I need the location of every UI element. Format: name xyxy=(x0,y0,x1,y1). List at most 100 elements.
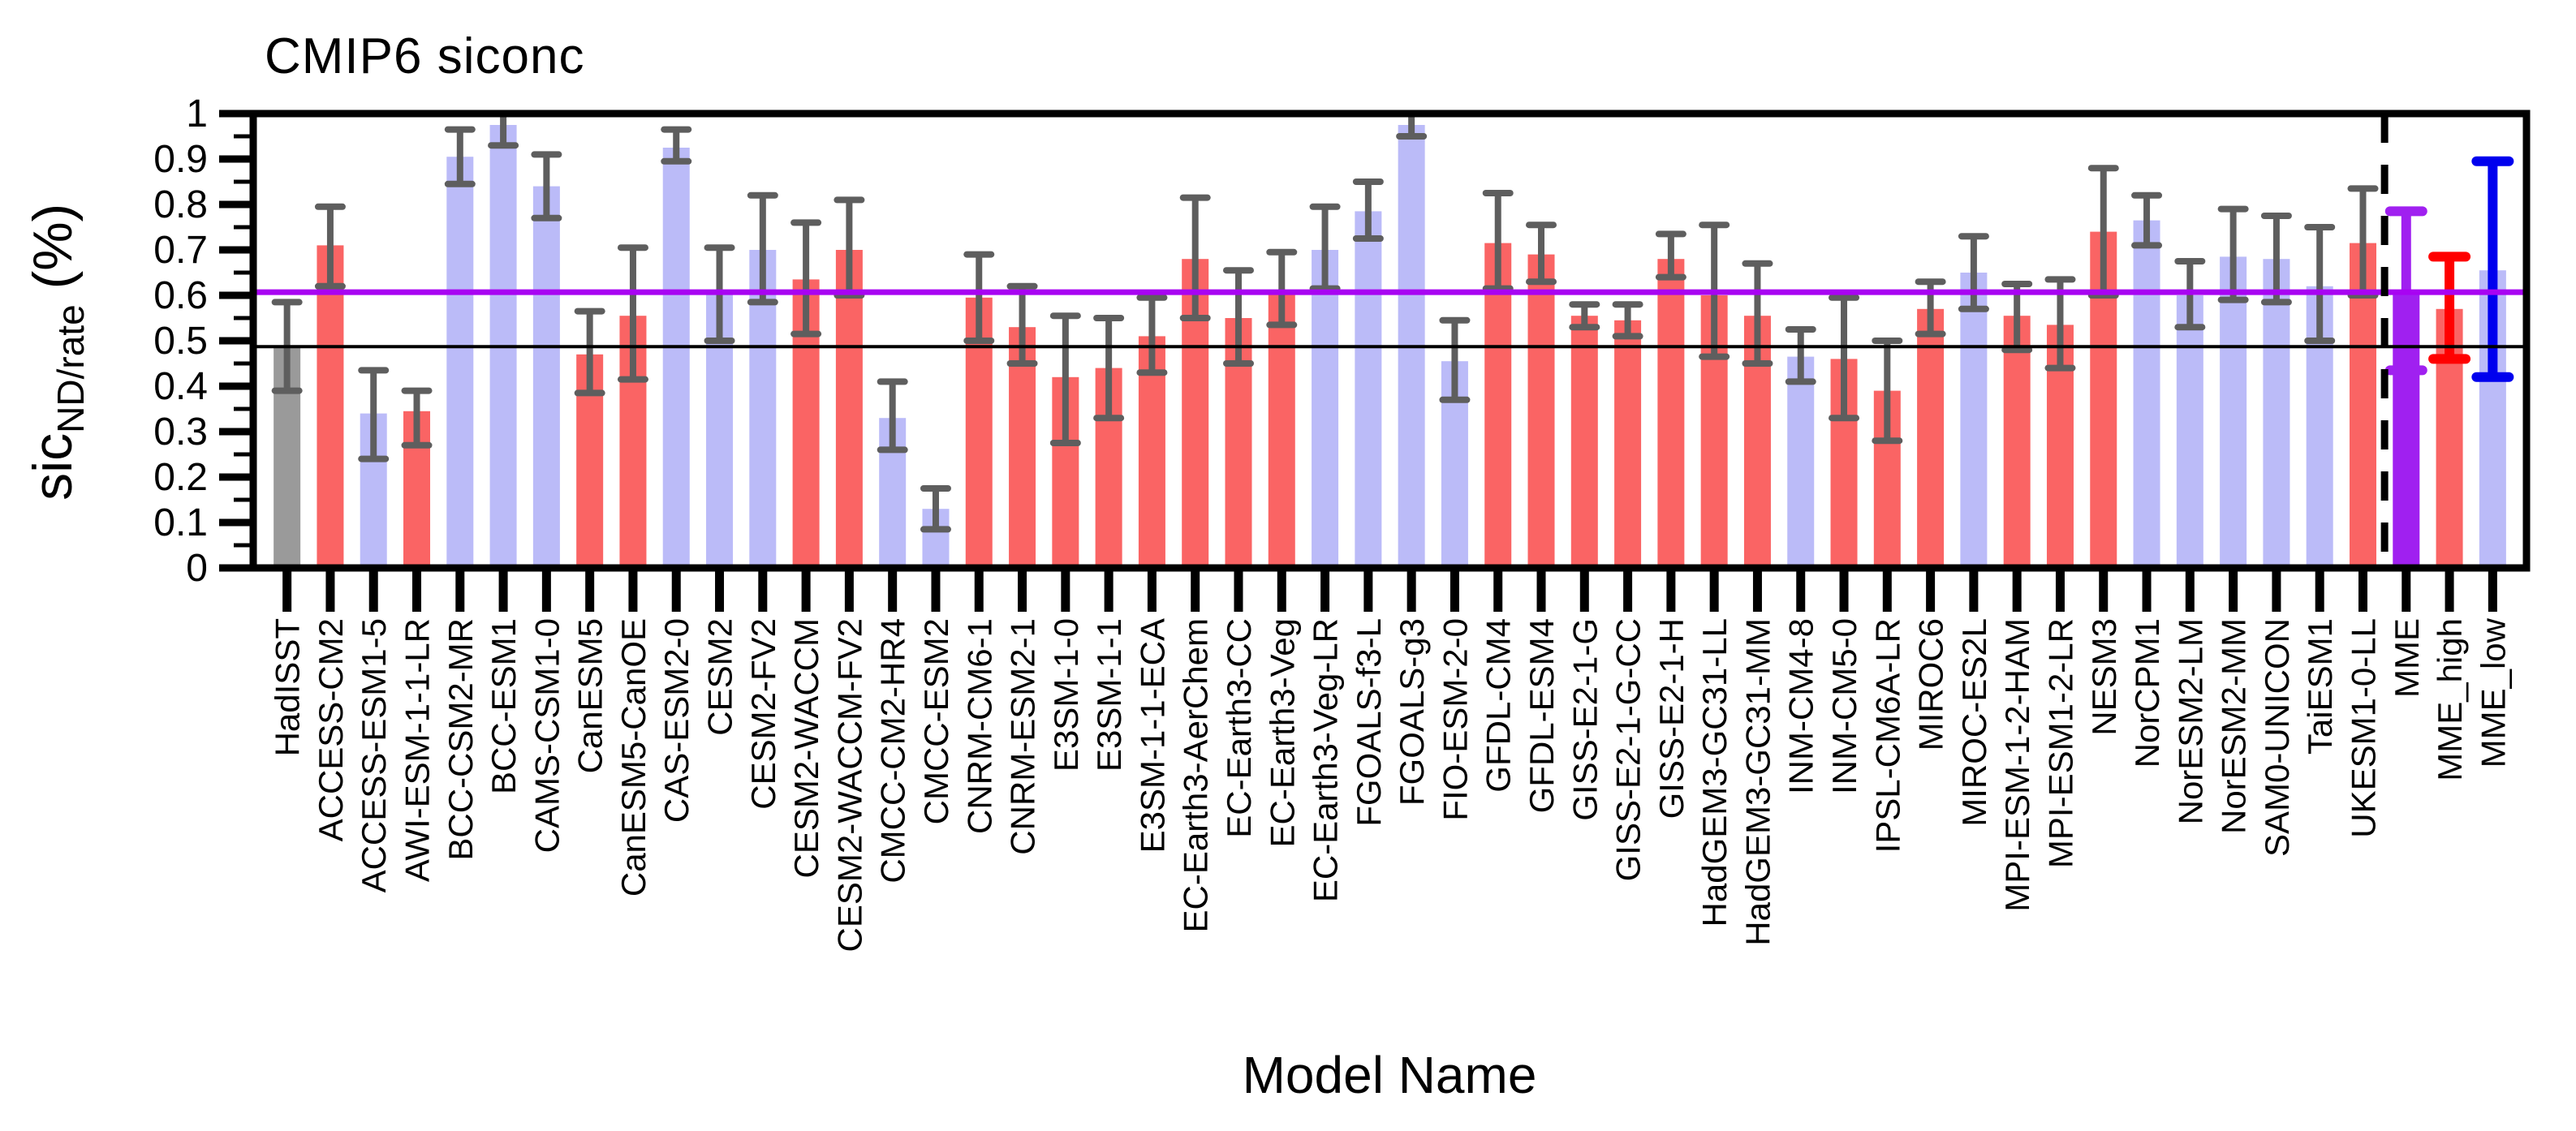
bar-FGOALS-f3-L xyxy=(1355,211,1382,568)
x-label-INM-CM4-8: INM-CM4-8 xyxy=(1782,618,1820,794)
x-label-NorESM2-MM: NorESM2-MM xyxy=(2215,618,2253,834)
error-bar-GFDL-ESM4 xyxy=(1526,221,1557,286)
error-bar-BCC-ESM1 xyxy=(488,114,519,149)
error-bar-TaiESM1 xyxy=(2304,224,2336,344)
error-bar-MME_high xyxy=(2428,252,2471,364)
bar-MIROC6 xyxy=(1917,308,1945,568)
error-bar-EC-Earth3-AerChem xyxy=(1179,194,1211,321)
error-bar-CAS-ESM2-0 xyxy=(661,126,692,165)
error-bar-CNRM-CM6-1 xyxy=(963,251,995,344)
bar-ACCESS-CM2 xyxy=(317,245,344,568)
x-label-GISS-E2-1-G: GISS-E2-1-G xyxy=(1566,618,1604,821)
error-bar-CanESM5 xyxy=(574,307,605,397)
x-label-E3SM-1-1: E3SM-1-1 xyxy=(1090,618,1128,772)
error-bar-SAM0-UNICON xyxy=(2260,213,2292,306)
x-label-GFDL-CM4: GFDL-CM4 xyxy=(1480,618,1518,793)
bar-NorCPM1 xyxy=(2133,220,2160,568)
error-bar-UKESM1-0-LL xyxy=(2347,185,2379,299)
bar-GISS-E2-1-G xyxy=(1570,316,1598,568)
bar-EC-Earth3-Veg-LR xyxy=(1312,250,1339,568)
x-label-CAMS-CSM1-0: CAMS-CSM1-0 xyxy=(528,618,566,853)
bar-CAS-ESM2-0 xyxy=(662,148,690,568)
x-label-EC-Earth3-Veg: EC-Earth3-Veg xyxy=(1263,618,1301,847)
bar-SAM0-UNICON xyxy=(2263,259,2290,568)
error-bar-ACCESS-ESM1-5 xyxy=(358,367,390,462)
y-tick-label-0.4: 0.4 xyxy=(153,365,208,408)
x-label-CanESM5-CanOE: CanESM5-CanOE xyxy=(614,618,653,897)
y-tick-label-0.8: 0.8 xyxy=(153,183,208,226)
bar-CESM2-WACCM-FV2 xyxy=(835,250,863,568)
x-label-AWI-ESM-1-1-LR: AWI-ESM-1-1-LR xyxy=(398,618,437,882)
error-bar-EC-Earth3-Veg-LR xyxy=(1309,203,1341,292)
bar-MPI-ESM-1-2-HAM xyxy=(2003,316,2031,568)
x-label-MPI-ESM1-2-LR: MPI-ESM1-2-LR xyxy=(2041,618,2079,868)
x-label-CNRM-ESM2-1: CNRM-ESM2-1 xyxy=(1004,618,1042,855)
bar-GFDL-CM4 xyxy=(1484,243,1512,568)
y-tick-label-0.6: 0.6 xyxy=(153,274,208,317)
axes-layer xyxy=(219,110,2531,612)
x-label-CanESM5: CanESM5 xyxy=(571,618,610,773)
error-bar-CESM2-WACCM-FV2 xyxy=(834,196,865,299)
error-bar-E3SM-1-1 xyxy=(1093,315,1125,422)
y-tick-label-0: 0 xyxy=(186,547,208,590)
error-bar-E3SM-1-1-ECA xyxy=(1136,294,1168,376)
x-label-ACCESS-ESM1-5: ACCESS-ESM1-5 xyxy=(355,618,393,892)
bar-EC-Earth3-Veg xyxy=(1268,290,1295,568)
x-label-GISS-E2-1-G-CC: GISS-E2-1-G-CC xyxy=(1609,618,1648,881)
error-bar-IPSL-CM6A-LR xyxy=(1872,338,1903,445)
error-bars-layer xyxy=(271,110,2514,533)
x-label-CESM2-FV2: CESM2-FV2 xyxy=(744,618,782,810)
x-axis-label: Model Name xyxy=(1242,1046,1537,1104)
error-bar-FGOALS-f3-L xyxy=(1352,178,1384,242)
x-label-MPI-ESM-1-2-HAM: MPI-ESM-1-2-HAM xyxy=(1998,618,2036,912)
x-label-MME: MME xyxy=(2388,618,2426,698)
x-label-CESM2-WACCM-FV2: CESM2-WACCM-FV2 xyxy=(830,618,868,952)
error-bar-GISS-E2-1-G xyxy=(1569,301,1600,331)
bar-NorESM2-LM xyxy=(2176,295,2203,568)
error-bar-NorCPM1 xyxy=(2131,191,2163,249)
x-label-UKESM1-0-LL: UKESM1-0-LL xyxy=(2344,618,2382,838)
error-bar-BCC-CSM2-MR xyxy=(444,126,476,187)
error-bar-MME_low xyxy=(2471,156,2514,382)
bar-GFDL-ESM4 xyxy=(1527,254,1555,568)
chart-title: CMIP6 siconc xyxy=(265,28,585,84)
error-bar-CMCC-CM2-HR4 xyxy=(877,378,908,454)
y-tick-label-0.9: 0.9 xyxy=(153,138,208,181)
bar-NorESM2-MM xyxy=(2220,256,2247,568)
x-label-MME_high: MME_high xyxy=(2431,618,2469,781)
x-label-GFDL-ESM4: GFDL-ESM4 xyxy=(1523,618,1561,813)
error-bar-AWI-ESM-1-1-LR xyxy=(401,387,433,449)
x-label-GISS-E2-1-H: GISS-E2-1-H xyxy=(1652,618,1691,819)
x-label-HadGEM3-GC31-MM: HadGEM3-GC31-MM xyxy=(1738,618,1777,946)
error-bar-GISS-E2-1-H xyxy=(1655,230,1686,281)
y-tick-label-0.3: 0.3 xyxy=(153,411,208,454)
x-label-CESM2-WACCM: CESM2-WACCM xyxy=(787,618,825,878)
bar-GISS-E2-1-G-CC xyxy=(1614,320,1642,568)
x-label-CMCC-ESM2: CMCC-ESM2 xyxy=(917,618,955,824)
x-label-MME_low: MME_low xyxy=(2474,617,2512,768)
error-bar-EC-Earth3-Veg xyxy=(1266,248,1298,329)
x-label-NorESM2-LM: NorESM2-LM xyxy=(2171,618,2209,824)
x-label-E3SM-1-1-ECA: E3SM-1-1-ECA xyxy=(1133,618,1171,853)
error-bar-FIO-ESM-2-0 xyxy=(1439,316,1471,403)
x-label-INM-CM5-0: INM-CM5-0 xyxy=(1825,618,1863,794)
x-label-TaiESM1: TaiESM1 xyxy=(2301,618,2339,755)
bar-INM-CM4-8 xyxy=(1787,356,1815,568)
x-label-EC-Earth3-AerChem: EC-Earth3-AerChem xyxy=(1177,618,1215,932)
error-bar-CESM2-FV2 xyxy=(747,191,778,306)
bar-GISS-E2-1-H xyxy=(1657,259,1685,568)
error-bar-CESM2-WACCM xyxy=(790,219,822,338)
x-label-E3SM-1-0: E3SM-1-0 xyxy=(1047,618,1085,772)
x-label-CESM2: CESM2 xyxy=(701,618,739,736)
bar-BCC-CSM2-MR xyxy=(446,157,474,568)
x-label-EC-Earth3-CC: EC-Earth3-CC xyxy=(1220,618,1258,838)
y-tick-label-0.7: 0.7 xyxy=(153,229,208,272)
x-label-BCC-ESM1: BCC-ESM1 xyxy=(485,618,523,794)
error-bar-GISS-E2-1-G-CC xyxy=(1612,301,1643,340)
error-bar-CMCC-ESM2 xyxy=(920,485,951,533)
x-label-CAS-ESM2-0: CAS-ESM2-0 xyxy=(657,618,696,823)
error-bar-ACCESS-CM2 xyxy=(314,203,346,290)
error-bar-NESM3 xyxy=(2087,165,2119,299)
